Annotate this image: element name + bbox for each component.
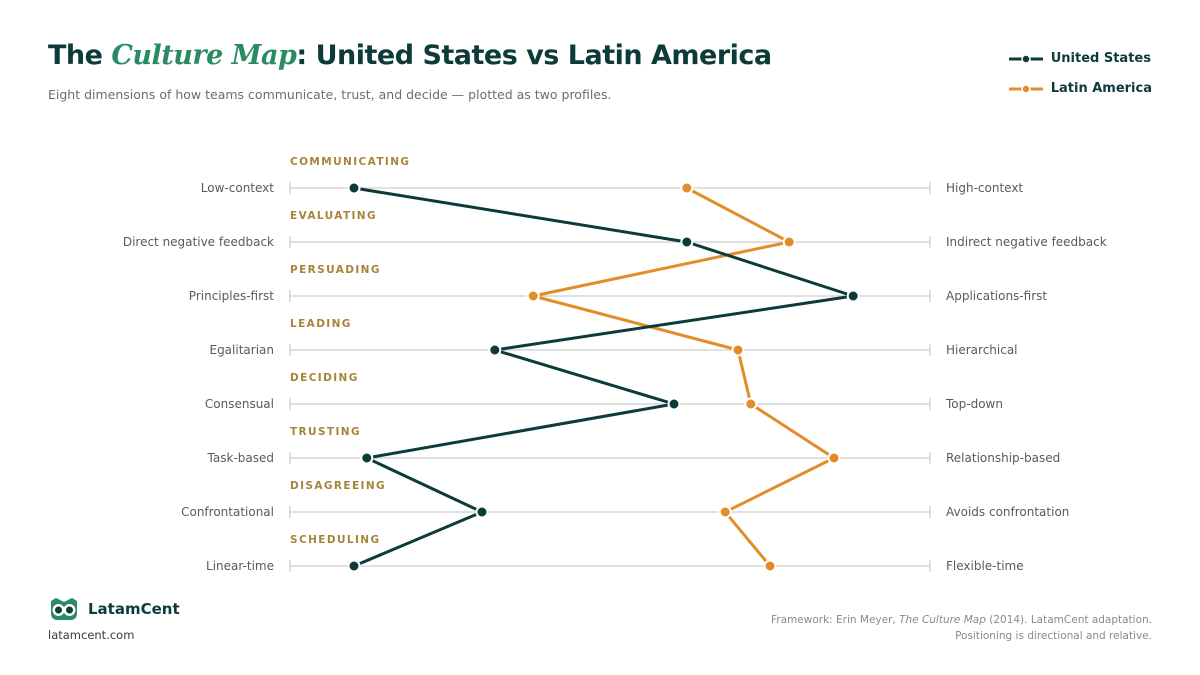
data-point-us bbox=[846, 289, 860, 303]
owl-logo-icon bbox=[51, 598, 77, 620]
title-accent: Culture Map bbox=[111, 40, 297, 71]
legend-swatch-us bbox=[1008, 53, 1043, 64]
chart-title: The Culture Map: United States vs Latin … bbox=[48, 40, 772, 71]
brand: LatamCent bbox=[48, 597, 180, 621]
pole-label-right: Indirect negative feedback bbox=[946, 235, 1107, 249]
data-point-latam bbox=[744, 397, 758, 411]
category-label: COMMUNICATING bbox=[290, 156, 410, 168]
category-label: DISAGREEING bbox=[290, 480, 386, 492]
source-book: The Culture Map bbox=[899, 614, 986, 626]
pole-label-left: Principles-first bbox=[189, 289, 274, 303]
data-point-latam bbox=[763, 559, 777, 573]
data-point-latam bbox=[731, 343, 745, 357]
data-point-latam bbox=[526, 289, 540, 303]
pole-label-left: Consensual bbox=[205, 397, 274, 411]
pole-label-left: Egalitarian bbox=[209, 343, 274, 357]
brand-url[interactable]: latamcent.com bbox=[48, 628, 135, 642]
pole-label-left: Direct negative feedback bbox=[123, 235, 274, 249]
brand-name: LatamCent bbox=[88, 600, 180, 618]
category-label: TRUSTING bbox=[290, 426, 361, 438]
data-point-us bbox=[667, 397, 681, 411]
pole-label-left: Linear-time bbox=[206, 559, 274, 573]
legend: United States Latin America bbox=[1008, 50, 1152, 97]
category-label: LEADING bbox=[290, 318, 352, 330]
data-point-us bbox=[347, 181, 361, 195]
data-point-us bbox=[475, 505, 489, 519]
series-line-us bbox=[352, 186, 855, 568]
category-label: PERSUADING bbox=[290, 264, 381, 276]
category-label: EVALUATING bbox=[290, 210, 377, 222]
data-point-us bbox=[680, 235, 694, 249]
data-point-latam bbox=[782, 235, 796, 249]
pole-label-left: Task-based bbox=[207, 451, 274, 465]
legend-label-latam: Latin America bbox=[1050, 81, 1152, 96]
legend-swatch-latam bbox=[1008, 83, 1043, 94]
title-prefix: The bbox=[48, 40, 112, 71]
pole-label-right: Applications-first bbox=[946, 289, 1047, 303]
pole-label-right: High-context bbox=[946, 181, 1023, 195]
data-point-latam bbox=[718, 505, 732, 519]
source-prefix: Framework: Erin Meyer, bbox=[771, 614, 900, 626]
chart-subtitle: Eight dimensions of how teams communicat… bbox=[48, 87, 612, 102]
data-point-latam bbox=[827, 451, 841, 465]
pole-label-right: Top-down bbox=[945, 397, 1003, 411]
data-point-latam bbox=[680, 181, 694, 195]
pole-label-right: Flexible-time bbox=[946, 559, 1024, 573]
pole-label-right: Avoids confrontation bbox=[946, 505, 1069, 519]
category-label: DECIDING bbox=[290, 372, 359, 384]
series-line-latam bbox=[531, 186, 836, 568]
title-suffix: : United States vs Latin America bbox=[296, 40, 772, 71]
legend-label-us: United States bbox=[1050, 51, 1151, 66]
legend-item-latam: Latin America bbox=[1008, 80, 1152, 97]
pole-label-left: Low-context bbox=[201, 181, 274, 195]
data-point-us bbox=[347, 559, 361, 573]
pole-label-right: Hierarchical bbox=[946, 343, 1018, 357]
category-label: SCHEDULING bbox=[290, 534, 380, 546]
legend-item-us: United States bbox=[1008, 50, 1152, 67]
data-point-us bbox=[488, 343, 502, 357]
source-suffix: (2014). LatamCent adaptation. Positionin… bbox=[955, 614, 1152, 642]
data-point-us bbox=[360, 451, 374, 465]
pole-label-right: Relationship-based bbox=[946, 451, 1060, 465]
pole-label-left: Confrontational bbox=[181, 505, 274, 519]
source-footnote: Framework: Erin Meyer, The Culture Map (… bbox=[732, 612, 1152, 644]
